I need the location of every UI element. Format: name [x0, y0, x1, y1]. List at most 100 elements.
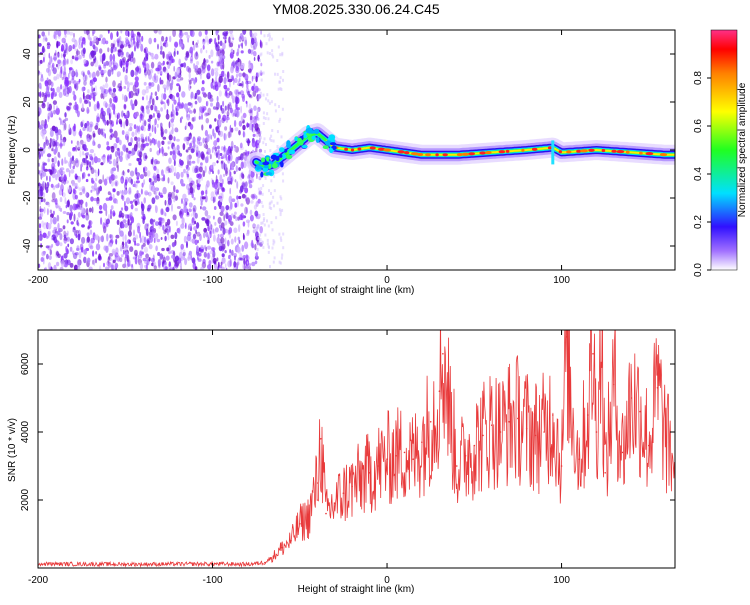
noise-speck [82, 214, 86, 219]
noise-speck [41, 130, 46, 134]
noise-speck [161, 146, 164, 154]
noise-speck [55, 228, 58, 234]
noise-speck [169, 89, 172, 95]
noise-speck [94, 46, 99, 53]
noise-speck [192, 136, 196, 144]
noise-speck [266, 242, 269, 246]
noise-speck [158, 30, 162, 35]
noise-speck [249, 115, 253, 121]
noise-speck [208, 39, 212, 44]
noise-speck [168, 134, 173, 141]
noise-speck [271, 53, 274, 57]
noise-speck [247, 48, 252, 54]
snr-point [566, 336, 568, 338]
noise-speck [78, 43, 82, 49]
noise-speck [168, 250, 172, 255]
noise-speck [167, 63, 171, 69]
noise-speck [201, 196, 206, 200]
noise-speck [246, 232, 250, 237]
noise-speck [239, 32, 243, 40]
noise-speck [238, 167, 242, 171]
noise-speck [245, 264, 250, 270]
noise-speck [172, 266, 175, 270]
noise-speck [148, 72, 152, 80]
noise-speck [50, 92, 54, 100]
noise-speck [229, 81, 231, 88]
noise-speck [134, 181, 138, 189]
noise-speck [162, 186, 167, 195]
noise-speck [75, 230, 79, 234]
noise-speck [259, 133, 262, 137]
noise-speck [93, 38, 97, 43]
noise-speck [222, 32, 225, 36]
noise-speck [99, 185, 102, 192]
noise-speck [224, 250, 227, 254]
noise-speck [79, 150, 82, 158]
noise-speck [216, 191, 218, 197]
noise-speck [164, 212, 167, 217]
noise-speck [70, 70, 72, 77]
snr-frame [37, 329, 676, 569]
signal-hotspot [625, 150, 630, 154]
spectrogram-ytick-label: -20 [22, 190, 33, 205]
noise-speck [252, 229, 257, 234]
signal-hotspot [468, 152, 476, 156]
noise-speck [144, 69, 148, 76]
noise-speck [225, 170, 228, 177]
noise-speck [244, 194, 247, 202]
noise-speck [62, 139, 66, 147]
noise-speck [74, 186, 78, 189]
noise-speck [129, 82, 134, 86]
noise-speck [152, 219, 156, 223]
noise-speck [69, 246, 73, 252]
noise-speck [171, 203, 173, 212]
noise-speck [166, 229, 169, 236]
noise-speck [261, 221, 264, 225]
noise-speck [142, 143, 146, 148]
noise-speck [240, 185, 244, 193]
noise-speck [191, 160, 196, 164]
noise-speck [218, 119, 222, 126]
noise-speck [235, 96, 238, 104]
noise-speck [134, 240, 137, 246]
noise-speck [161, 93, 165, 100]
signal-spike [551, 140, 555, 165]
noise-speck [144, 155, 148, 159]
noise-speck [147, 191, 152, 197]
noise-speck [70, 221, 74, 225]
noise-speck [257, 198, 261, 204]
noise-speck [243, 36, 247, 44]
noise-speck [170, 111, 173, 118]
noise-speck [277, 45, 280, 49]
noise-speck [67, 161, 72, 168]
noise-speck [226, 87, 230, 92]
noise-speck [219, 174, 223, 182]
noise-speck [89, 80, 94, 87]
noise-speck [128, 163, 132, 166]
noise-speck [127, 230, 132, 237]
noise-speck [104, 89, 109, 95]
noise-speck [223, 214, 226, 222]
noise-speck [162, 84, 167, 89]
noise-speck [140, 203, 144, 209]
noise-speck [207, 107, 212, 116]
noise-speck [71, 68, 75, 77]
noise-speck [47, 112, 51, 120]
noise-speck [120, 44, 124, 49]
noise-speck [161, 208, 164, 215]
noise-speck [205, 100, 209, 107]
noise-speck [234, 236, 237, 243]
noise-speck [221, 246, 225, 252]
noise-speck [92, 77, 97, 83]
noise-speck [57, 59, 62, 66]
noise-speck [78, 187, 82, 191]
noise-speck [181, 91, 186, 98]
noise-speck [242, 30, 247, 35]
noise-speck [259, 233, 262, 237]
noise-speck [53, 93, 57, 97]
noise-speck [103, 62, 107, 67]
noise-speck [59, 233, 63, 241]
noise-speck [268, 206, 271, 210]
noise-speck [114, 252, 119, 258]
noise-speck [238, 130, 241, 136]
